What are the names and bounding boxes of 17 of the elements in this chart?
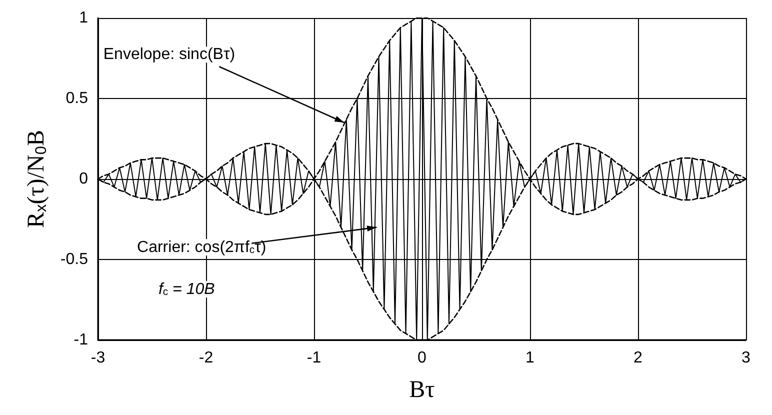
annotation: Envelope: sinc(Bτ) (103, 46, 236, 64)
y-tick-label: 0.5 (66, 90, 88, 107)
y-tick-label: -0.5 (60, 251, 88, 268)
y-tick-label: -1 (74, 332, 88, 348)
x-tick-label: 2 (634, 350, 643, 366)
y-tick-label: 1 (79, 10, 88, 26)
x-axis-title: Bτ (409, 377, 436, 403)
annotation: Carrier: cos(2πfcτ) (137, 238, 266, 256)
x-tick-label: -3 (90, 350, 106, 366)
x-tick-label: -1 (306, 350, 322, 366)
y-tick-label: 0 (79, 170, 88, 188)
y-axis-title: Rx(τ)/N0B (24, 130, 50, 228)
x-tick-label: 1 (526, 350, 535, 366)
x-tick-label: 3 (742, 350, 751, 366)
annotation: fc = 10B (158, 280, 216, 298)
x-tick-label: -2 (198, 350, 214, 366)
x-tick-label: 0 (418, 350, 427, 366)
